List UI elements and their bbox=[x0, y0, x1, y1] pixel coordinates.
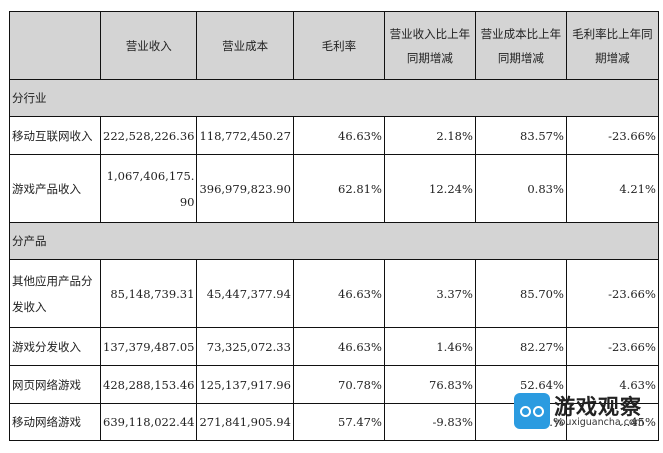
header-rev-change: 营业收入比上年 同期增减 bbox=[383, 11, 476, 80]
margin-cell: 46.63% bbox=[292, 116, 385, 155]
table-row: 游戏产品收入 1,067,406,175. 90 396,979,823.90 … bbox=[9, 154, 659, 223]
row-label: 移动互联网收入 bbox=[9, 116, 101, 155]
cost-cell: 271,841,905.94 bbox=[196, 403, 294, 441]
margin-change-cell: -23.66% bbox=[565, 259, 659, 328]
rev-change-cell: 1.46% bbox=[383, 327, 476, 366]
logo-dot-icon bbox=[533, 405, 544, 417]
table-row: 网页网络游戏 428,288,153.46 125,137,917.96 70.… bbox=[9, 365, 659, 404]
header-blank bbox=[9, 11, 101, 80]
row-label: 其他应用产品分 发收入 bbox=[9, 259, 101, 328]
header-cost: 营业成本 bbox=[196, 11, 294, 80]
cost-cell: 125,137,917.96 bbox=[196, 365, 294, 404]
cost-cell: 73,325,072.33 bbox=[196, 327, 294, 366]
table-row: 移动互联网收入 222,528,226.36 118,772,450.27 46… bbox=[9, 116, 659, 155]
rev-change-cell: 2.18% bbox=[383, 116, 476, 155]
header-row: 营业收入 营业成本 毛利率 营业收入比上年 同期增减 营业成本比上年 同期增减 … bbox=[9, 11, 659, 80]
cost-change-cell: 83.57% bbox=[474, 116, 567, 155]
revenue-cell: 137,379,487.05 bbox=[99, 327, 198, 366]
rev-change-cell: 76.83% bbox=[383, 365, 476, 404]
margin-change-cell: 4.63% bbox=[565, 365, 659, 404]
revenue-cell: 222,528,226.36 bbox=[99, 116, 198, 155]
row-label: 游戏产品收入 bbox=[9, 154, 101, 223]
rev-change-cell: 3.37% bbox=[383, 259, 476, 328]
cost-cell: 396,979,823.90 bbox=[196, 154, 294, 223]
table-row: 其他应用产品分 发收入 85,148,739.31 45,447,377.94 … bbox=[9, 259, 659, 328]
margin-cell: 70.78% bbox=[292, 365, 385, 404]
cost-cell: 118,772,450.27 bbox=[196, 116, 294, 155]
section-row: 分产品 bbox=[9, 222, 659, 260]
margin-change-cell: -23.66% bbox=[565, 116, 659, 155]
watermark: 游戏观察 youxiguancha.com bbox=[514, 393, 654, 435]
section-row: 分行业 bbox=[9, 79, 659, 117]
financial-table: 营业收入 营业成本 毛利率 营业收入比上年 同期增减 营业成本比上年 同期增减 … bbox=[9, 11, 659, 441]
table-row: 游戏分发收入 137,379,487.05 73,325,072.33 46.6… bbox=[9, 327, 659, 366]
margin-change-cell: …45% bbox=[565, 403, 659, 441]
logo-dot-icon bbox=[520, 405, 531, 417]
row-label: 移动网络游戏 bbox=[9, 403, 101, 441]
revenue-cell: 1,067,406,175. 90 bbox=[99, 154, 198, 223]
rev-change-cell: -9.83% bbox=[383, 403, 476, 441]
cost-change-cell: 0.83% bbox=[474, 154, 567, 223]
revenue-cell: 428,288,153.46 bbox=[99, 365, 198, 404]
gamepad-logo-icon bbox=[514, 393, 550, 429]
revenue-cell: 639,118,022.44 bbox=[99, 403, 198, 441]
revenue-cell: 85,148,739.31 bbox=[99, 259, 198, 328]
section-title-product: 分产品 bbox=[9, 222, 659, 260]
row-label: 游戏分发收入 bbox=[9, 327, 101, 366]
section-title-industry: 分行业 bbox=[9, 79, 659, 117]
cost-change-cell: 85.70% bbox=[474, 259, 567, 328]
watermark-title: 游戏观察 bbox=[554, 395, 642, 419]
header-margin-change: 毛利率比上年同 期增减 bbox=[565, 11, 659, 80]
watermark-url: youxiguancha.com bbox=[554, 417, 644, 428]
rev-change-cell: 12.24% bbox=[383, 154, 476, 223]
margin-cell: 57.47% bbox=[292, 403, 385, 441]
margin-change-cell: -23.66% bbox=[565, 327, 659, 366]
cost-change-cell: 82.27% bbox=[474, 327, 567, 366]
margin-cell: 46.63% bbox=[292, 259, 385, 328]
cost-cell: 45,447,377.94 bbox=[196, 259, 294, 328]
row-label: 网页网络游戏 bbox=[9, 365, 101, 404]
margin-cell: 46.63% bbox=[292, 327, 385, 366]
header-cost-change: 营业成本比上年 同期增减 bbox=[474, 11, 567, 80]
margin-change-cell: 4.21% bbox=[565, 154, 659, 223]
header-revenue: 营业收入 bbox=[99, 11, 198, 80]
header-margin: 毛利率 bbox=[292, 11, 385, 80]
margin-cell: 62.81% bbox=[292, 154, 385, 223]
